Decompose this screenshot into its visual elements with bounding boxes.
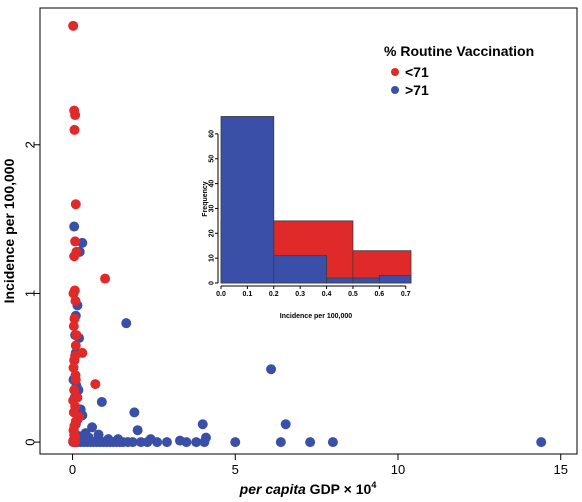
legend: % Routine Vaccination <71 >71 xyxy=(384,43,534,98)
legend-marker-high xyxy=(391,86,399,94)
inset-x-tick-label-6: 0.6 xyxy=(374,291,384,298)
scatter-point-high-26 xyxy=(280,419,291,430)
inset-y-tick-label-1: 10 xyxy=(209,254,216,262)
scatter-point-low-15 xyxy=(70,340,81,351)
legend-marker-low xyxy=(391,68,399,76)
y-axis-ticks: 0 1 2 xyxy=(23,141,40,446)
inset-bars xyxy=(220,116,412,284)
x-axis-title: per capita GDP × 104 xyxy=(239,480,377,497)
x-tick-label-1: 5 xyxy=(232,462,239,477)
inset-x-tick-label-1: 0.1 xyxy=(243,291,253,298)
scatter-point-high-65 xyxy=(305,437,316,448)
inset-x-tick-label-7: 0.7 xyxy=(401,291,411,298)
y-tick-label-2: 2 xyxy=(23,141,38,148)
scatter-point-high-58 xyxy=(152,437,163,448)
main-points xyxy=(68,20,547,448)
inset-y-axis-title: Frequency xyxy=(202,181,209,217)
scatter-point-high-7 xyxy=(121,318,132,329)
scatter-point-high-67 xyxy=(536,437,547,448)
scatter-point-low-11 xyxy=(70,295,81,306)
inset-axes: 0.0 0.1 0.2 0.3 0.4 0.5 0.6 0.7 0 10 20 30 40 50 60 xyxy=(209,130,411,298)
scatter-point-low-18 xyxy=(69,355,80,366)
scatter-point-low-12 xyxy=(69,313,80,324)
scatter-point-low-14 xyxy=(71,330,82,341)
scatter-point-high-55 xyxy=(127,437,138,448)
x-axis-ticks: 0 5 10 15 xyxy=(69,454,568,477)
histogram-bar-high-4 xyxy=(378,275,412,284)
scatter-point-low-7 xyxy=(69,251,80,262)
scatter-point-high-63 xyxy=(230,437,241,448)
scatter-point-high-14 xyxy=(96,396,107,407)
inset-y-tick-label-5: 50 xyxy=(209,155,216,163)
scatter-point-low-4 xyxy=(70,199,81,210)
scatter-point-low-37 xyxy=(69,437,80,448)
y-axis-title: Incidence per 100,000 xyxy=(1,158,17,303)
scatter-point-high-62 xyxy=(199,437,210,448)
x-axis-title-exponent: 4 xyxy=(371,480,376,490)
main-plot: 0 5 10 15 0 1 2 Incidence per 100,000 per cap… xyxy=(1,7,578,497)
x-axis-title-italic: per capita xyxy=(239,481,306,497)
inset-y-tick-label-4: 40 xyxy=(209,180,216,188)
inset-x-tick-label-4: 0.4 xyxy=(322,291,332,298)
inset-y-tick-label-0: 0 xyxy=(209,281,216,285)
y-tick-label-1: 1 xyxy=(23,290,38,297)
x-tick-label-3: 15 xyxy=(553,462,567,477)
histogram-bar-high-1 xyxy=(273,255,327,284)
scatter-point-low-22 xyxy=(90,379,101,390)
scatter-point-high-61 xyxy=(191,437,202,448)
scatter-point-high-20 xyxy=(87,422,98,433)
inset-histogram: 0.0 0.1 0.2 0.3 0.4 0.5 0.6 0.7 0 10 20 30 40 50 60 Fr… xyxy=(200,110,418,328)
histogram-bar-high-0 xyxy=(220,116,275,284)
scatter-point-low-5 xyxy=(70,236,81,247)
histogram-bar-high-2 xyxy=(326,277,354,284)
scatter-point-high-64 xyxy=(275,437,286,448)
scatter-point-high-57 xyxy=(142,437,153,448)
legend-label-low: <71 xyxy=(405,64,429,80)
inset-x-tick-label-0: 0.0 xyxy=(216,291,226,298)
scatter-point-low-0 xyxy=(68,20,79,31)
scatter-point-low-21 xyxy=(70,374,81,385)
scatter-point-low-3 xyxy=(69,124,80,135)
inset-x-tick-label-3: 0.3 xyxy=(295,291,305,298)
x-tick-label-0: 0 xyxy=(69,462,76,477)
inset-x-axis-title: Incidence per 100,000 xyxy=(280,313,352,320)
legend-title: % Routine Vaccination xyxy=(384,43,534,59)
scatter-point-high-66 xyxy=(327,437,338,448)
plot-frame xyxy=(39,7,578,455)
y-tick-label-0: 0 xyxy=(23,438,38,445)
legend-label-high: >71 xyxy=(405,82,429,98)
inset-y-tick-label-6: 60 xyxy=(209,130,216,138)
scatter-point-low-2 xyxy=(70,110,81,121)
inset-x-tick-label-5: 0.5 xyxy=(348,291,358,298)
scatter-point-high-10 xyxy=(266,364,277,375)
histogram-bar-high-3 xyxy=(352,277,380,284)
scatter-point-high-0 xyxy=(69,221,80,232)
inset-y-tick-label-3: 30 xyxy=(209,204,216,212)
scatter-point-high-25 xyxy=(197,419,208,430)
scatter-point-high-27 xyxy=(132,425,143,436)
scatter-point-high-60 xyxy=(181,437,192,448)
inset-x-tick-label-2: 0.2 xyxy=(269,291,279,298)
scatter-point-high-22 xyxy=(129,407,140,418)
x-axis-title-rest: GDP × 10 xyxy=(306,481,372,497)
scatter-point-low-8 xyxy=(100,273,111,284)
inset-y-tick-label-2: 20 xyxy=(209,229,216,237)
scatter-point-low-13 xyxy=(68,321,79,332)
x-tick-label-2: 10 xyxy=(391,462,405,477)
scatter-point-high-59 xyxy=(161,437,172,448)
